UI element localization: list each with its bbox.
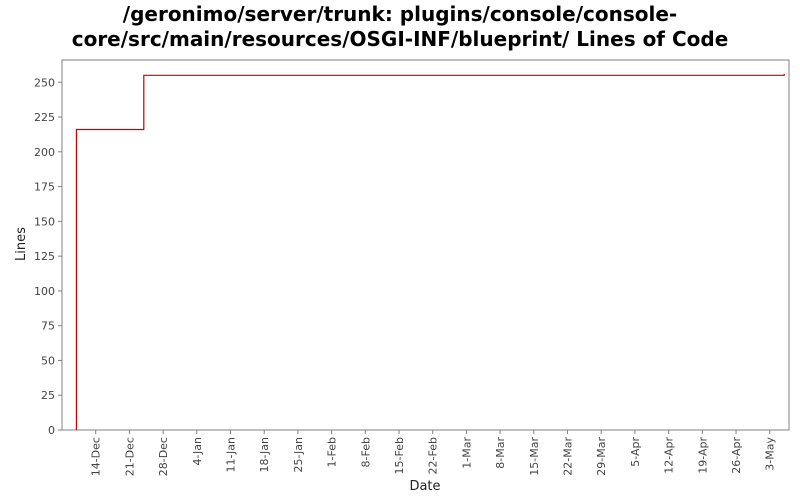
- y-tick-label: 150: [34, 215, 55, 228]
- y-axis-title: Lines: [14, 227, 29, 261]
- chart-title-line-1: /geronimo/server/trunk: plugins/console/…: [122, 2, 678, 26]
- x-axis: 14-Dec 21-Dec 28-Dec 4-Jan 11-Jan 18-Jan 25-Ja…: [90, 430, 777, 476]
- x-tick-label: 11-Jan: [225, 437, 238, 473]
- y-tick-label: 25: [41, 389, 55, 402]
- x-tick-label: 3-May: [764, 437, 777, 471]
- x-tick-label: 15-Mar: [528, 437, 541, 476]
- x-tick-label: 22-Feb: [427, 437, 440, 474]
- plot-area: [61, 59, 790, 431]
- x-tick-label: 14-Dec: [90, 437, 103, 476]
- y-tick-label: 100: [34, 285, 55, 298]
- y-tick-label: 50: [41, 354, 55, 367]
- x-tick-label: 1-Feb: [326, 437, 339, 467]
- x-tick-label: 18-Jan: [258, 437, 271, 473]
- y-tick-label: 250: [34, 76, 55, 89]
- chart-title: /geronimo/server/trunk: plugins/console/…: [0, 2, 800, 52]
- x-tick-label: 4-Jan: [191, 437, 204, 466]
- x-tick-label: 25-Jan: [292, 437, 305, 473]
- y-tick-label: 75: [41, 320, 55, 333]
- y-tick-label: 0: [48, 424, 55, 437]
- y-tick-label: 125: [34, 250, 55, 263]
- x-tick-label: 21-Dec: [123, 437, 136, 476]
- y-axis: 0 25 50 75 100 125 150 175 200 225 250: [34, 76, 62, 437]
- series-line-0: [75, 73, 785, 430]
- x-tick-label: 8-Feb: [359, 437, 372, 467]
- x-tick-label: 19-Apr: [696, 437, 709, 474]
- x-axis-title: Date: [409, 479, 440, 494]
- x-tick-label: 15-Feb: [393, 437, 406, 474]
- x-tick-label: 26-Apr: [730, 437, 743, 474]
- x-tick-label: 1-Mar: [460, 437, 473, 469]
- series-layer: [75, 73, 785, 430]
- x-tick-label: 22-Mar: [562, 437, 575, 476]
- y-tick-label: 175: [34, 181, 55, 194]
- y-tick-label: 200: [34, 146, 55, 159]
- chart-title-line-2: core/src/main/resources/OSGI-INF/bluepri…: [71, 27, 729, 51]
- x-tick-label: 12-Apr: [663, 437, 676, 474]
- x-tick-label: 8-Mar: [494, 437, 507, 469]
- y-tick-label: 225: [34, 111, 55, 124]
- x-tick-label: 28-Dec: [157, 437, 170, 476]
- x-tick-label: 5-Apr: [629, 437, 642, 467]
- x-tick-label: 29-Mar: [595, 437, 608, 476]
